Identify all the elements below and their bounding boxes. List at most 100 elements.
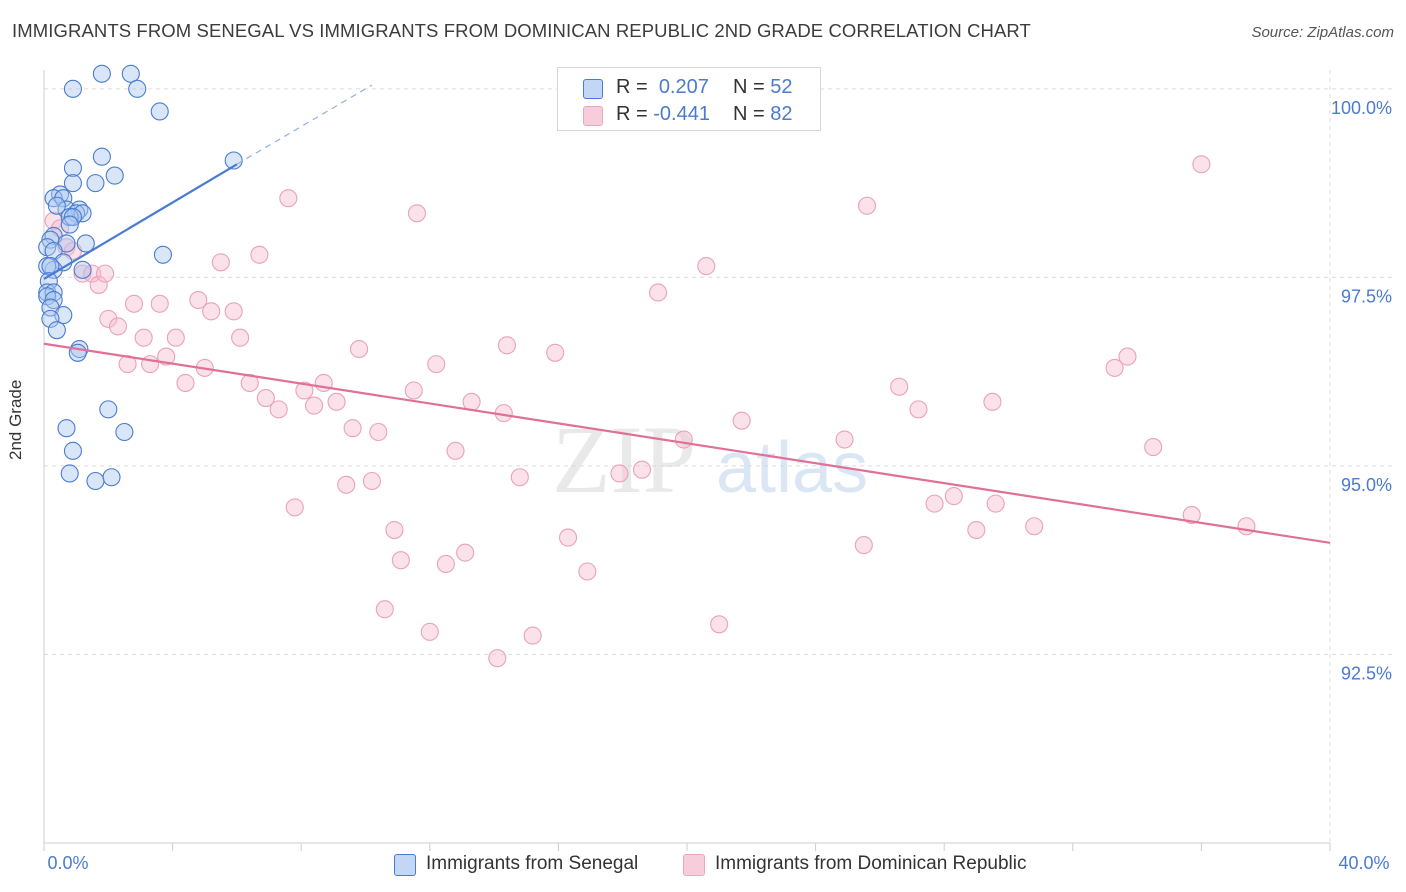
legend-swatch-dominican — [583, 106, 603, 126]
point-dominican — [369, 422, 388, 442]
point-dominican — [1237, 517, 1256, 536]
legend-n-value: 52 — [770, 76, 793, 98]
point-dominican — [96, 264, 115, 283]
point-dominican — [523, 626, 542, 645]
point-senegal — [57, 419, 76, 438]
point-senegal — [115, 422, 134, 442]
point-senegal — [38, 283, 57, 302]
trend-line-senegal — [43, 163, 238, 280]
y-tick-label: 100.0% — [1331, 98, 1392, 118]
x-tick-label: 40.0% — [1338, 853, 1389, 873]
x-tick-labels: 0.0% 40.0% — [47, 853, 1389, 873]
point-senegal — [224, 151, 243, 170]
point-senegal — [102, 468, 121, 487]
point-senegal — [128, 79, 147, 98]
point-senegal — [92, 147, 111, 166]
chart-source: Source: ZipAtlas.com — [1251, 24, 1394, 41]
point-dominican — [578, 562, 597, 581]
point-dominican — [436, 554, 455, 574]
point-dominican — [73, 264, 92, 283]
point-dominican — [462, 392, 481, 411]
trend-line-senegal-extension — [236, 84, 373, 165]
y-tick-label: 95.0% — [1341, 475, 1392, 495]
point-dominican — [189, 290, 208, 310]
point-senegal — [153, 245, 173, 264]
bottom-legend-senegal: Immigrants from Senegal — [394, 852, 674, 876]
point-senegal — [47, 196, 66, 215]
point-senegal — [68, 343, 87, 362]
point-dominican — [456, 543, 475, 562]
point-dominican — [732, 411, 751, 430]
point-dominican — [134, 328, 153, 347]
point-senegal — [99, 400, 118, 419]
point-dominican — [446, 441, 465, 460]
point-dominican — [1144, 438, 1163, 457]
legend-n-value: 82 — [770, 103, 793, 125]
x-tick-label: 0.0% — [47, 853, 88, 873]
point-dominican — [124, 294, 144, 313]
point-dominican — [546, 343, 565, 362]
point-senegal — [92, 64, 111, 83]
point-senegal — [60, 464, 79, 483]
legend-n-label: N = — [733, 76, 765, 98]
point-dominican — [327, 392, 346, 411]
y-tick-label: 92.5% — [1341, 663, 1392, 683]
point-senegal — [105, 166, 124, 185]
point-senegal — [63, 441, 82, 460]
point-senegal — [150, 102, 169, 121]
point-dominican — [857, 196, 877, 215]
point-senegal — [54, 189, 73, 208]
point-dominican — [967, 520, 986, 540]
watermark: ZIP atlas — [552, 406, 868, 513]
bottom-legend-swatch-dominican — [683, 854, 705, 876]
data-points — [38, 64, 1256, 668]
point-senegal — [63, 174, 82, 193]
point-dominican — [427, 355, 446, 374]
gridlines — [44, 70, 1392, 843]
point-dominican — [337, 475, 356, 494]
legend-row-dominican: R = -0.441 N = 82 — [558, 100, 820, 128]
point-dominican — [250, 245, 269, 264]
point-dominican — [150, 294, 169, 313]
point-senegal — [73, 260, 92, 279]
point-dominican — [224, 302, 243, 321]
point-dominican — [231, 328, 250, 347]
point-dominican — [391, 551, 410, 570]
point-senegal — [121, 64, 140, 83]
point-senegal — [76, 234, 95, 253]
point-senegal — [60, 215, 79, 234]
point-dominican — [420, 622, 439, 641]
point-dominican — [710, 615, 729, 634]
point-dominican — [350, 339, 369, 359]
axes — [43, 70, 1331, 851]
point-dominican — [385, 520, 404, 540]
point-dominican — [295, 381, 314, 400]
point-dominican — [983, 392, 1002, 411]
legend-r-label: R = — [616, 76, 648, 98]
point-senegal — [63, 79, 82, 98]
legend-row-senegal: R = 0.207 N = 52 — [558, 73, 820, 101]
point-dominican — [362, 471, 381, 491]
y-tick-labels: 92.5% 95.0% 97.5% 100.0% — [1331, 98, 1392, 684]
point-dominican — [649, 283, 668, 302]
legend-r-label: R = — [616, 103, 648, 125]
point-dominican — [202, 302, 221, 321]
point-dominican — [108, 317, 127, 336]
point-dominican — [835, 430, 854, 449]
point-dominican — [986, 494, 1005, 513]
point-dominican — [279, 189, 298, 208]
correlation-legend: R = 0.207 N = 52 R = -0.441 N = 82 — [557, 67, 821, 131]
point-dominican — [211, 253, 230, 272]
trend-line-dominican — [43, 342, 1331, 544]
point-dominican — [176, 373, 195, 393]
chart-title: IMMIGRANTS FROM SENEGAL VS IMMIGRANTS FR… — [12, 20, 1031, 41]
legend-r-value: 0.207 — [658, 76, 709, 98]
point-dominican — [1025, 517, 1044, 536]
point-dominican — [854, 536, 873, 555]
point-dominican — [890, 377, 909, 396]
point-dominican — [285, 498, 304, 517]
point-dominican — [1192, 155, 1211, 174]
point-dominican — [1105, 358, 1124, 377]
point-dominican — [99, 309, 118, 328]
point-dominican — [610, 464, 629, 483]
